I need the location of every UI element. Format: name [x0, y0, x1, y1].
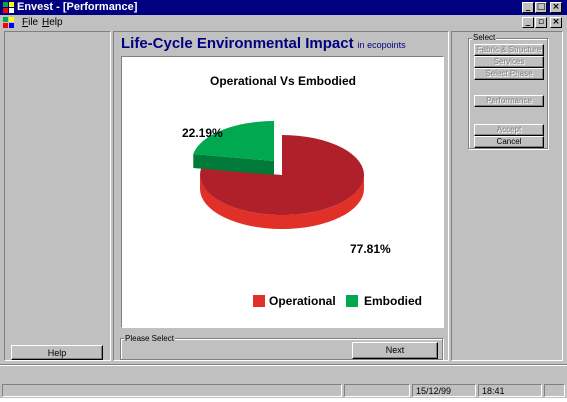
legend-label-operational: Operational [269, 294, 336, 308]
status-pane-message [2, 384, 342, 397]
pie-chart: Operational Vs Embodied 22.19% 77.81% Op… [182, 74, 422, 308]
data-label-embodied: 22.19% [182, 126, 223, 140]
legend-swatch-embodied [346, 295, 358, 307]
status-date: 15/12/99 [412, 384, 476, 397]
maximize-icon[interactable]: □ [535, 2, 547, 13]
chart-title: Operational Vs Embodied [210, 74, 356, 88]
fabric-structure-button[interactable]: Fabric & Structure [474, 44, 544, 56]
window-title: Envest - [Performance] [17, 1, 138, 13]
accept-button[interactable]: Accept [474, 124, 544, 136]
divider [0, 364, 567, 366]
legend: Operational Embodied [253, 294, 422, 308]
select-group [468, 38, 548, 149]
child-close-icon[interactable]: × [550, 17, 562, 28]
instruction-group [120, 338, 443, 360]
status-bar: 15/12/99 18:41 [0, 383, 567, 398]
select-phase-button[interactable]: Select Phase [474, 68, 544, 80]
data-label-operational: 77.81% [350, 242, 391, 256]
minimize-icon[interactable]: _ [522, 2, 534, 13]
main-panel: Life-Cycle Environmental Impact in ecopoi… [113, 31, 449, 361]
left-panel: Help [4, 31, 111, 361]
child-restore-icon[interactable]: ▫ [535, 17, 547, 28]
menu-file[interactable]: File [22, 17, 39, 28]
next-button[interactable]: Next [352, 342, 438, 359]
legend-label-embodied: Embodied [364, 294, 422, 308]
document-icon[interactable] [3, 17, 14, 28]
pie-slice-embodied [193, 121, 274, 175]
help-button[interactable]: Help [11, 345, 103, 360]
select-group-label: Select [472, 33, 497, 42]
services-button[interactable]: Services [474, 56, 544, 68]
title-bar[interactable]: Envest - [Performance] _ □ × [0, 0, 567, 15]
chart-area: Operational Vs Embodied 22.19% 77.81% Op… [121, 56, 444, 328]
app-icon [3, 2, 14, 13]
menu-help[interactable]: Help [42, 17, 63, 28]
status-pane-blank [344, 384, 410, 397]
performance-button[interactable]: Performance [474, 95, 544, 107]
instruction-label: Please Select [124, 334, 175, 343]
status-time: 18:41 [478, 384, 542, 397]
status-pane-end [544, 384, 565, 397]
child-minimize-icon[interactable]: _ [522, 17, 534, 28]
close-icon[interactable]: × [550, 2, 562, 13]
menu-bar: File Help _ ▫ × [0, 15, 567, 30]
legend-swatch-operational [253, 295, 265, 307]
page-title: Life-Cycle Environmental Impact in ecopoi… [121, 35, 406, 52]
right-panel: Select Fabric & Structure Services Selec… [451, 31, 563, 361]
pie-slice-operational [200, 135, 365, 229]
pie-slices [193, 121, 365, 229]
cancel-button[interactable]: Cancel [474, 136, 544, 148]
